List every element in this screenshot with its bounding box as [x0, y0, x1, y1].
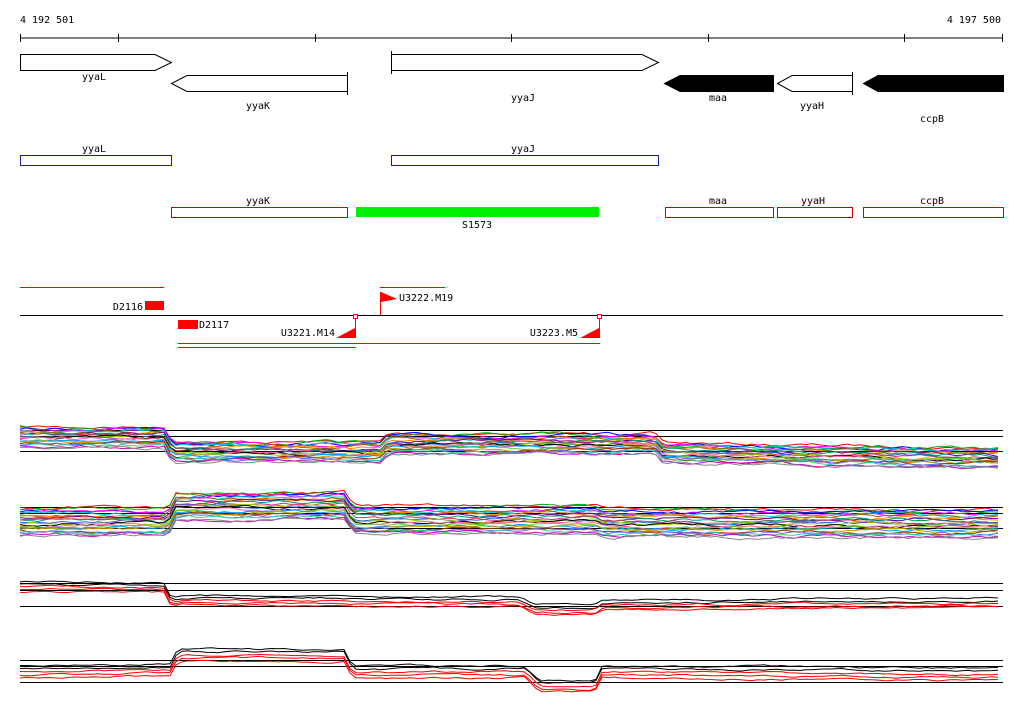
expression-trace	[19, 653, 999, 688]
expression-traces	[19, 647, 999, 693]
gene-label-yyaL: yyaL	[82, 72, 106, 83]
reverse-transcript-track: yyaK S1573 maa yyaH ccpB	[171, 196, 1004, 231]
gene-arrow-ccpB[interactable]	[862, 75, 1004, 92]
segment-cap-U3221	[353, 314, 358, 319]
gene-arrow-yyaH[interactable]	[776, 75, 853, 92]
rev-transcript-ccpB[interactable]	[863, 207, 1004, 218]
expression-trace	[19, 509, 999, 532]
gene-label-yyaH: yyaH	[800, 101, 824, 112]
expression-trace	[19, 505, 999, 529]
segment-D2117[interactable]	[178, 320, 198, 329]
segment-U3222.M19[interactable]	[381, 292, 397, 302]
gene-label-yyaK: yyaK	[246, 101, 270, 112]
expression-trace	[19, 427, 999, 453]
rev-transcript-label-maa: maa	[709, 196, 727, 207]
segment-label-U3221.M14: U3221.M14	[281, 328, 335, 339]
expression-trace	[19, 496, 999, 520]
expression-trace	[19, 445, 999, 469]
gene-arrow-yyaL[interactable]	[20, 54, 173, 71]
expression-panel-forward-multi	[19, 425, 1003, 470]
fwd-transcript-label-yyaL: yyaL	[82, 144, 106, 155]
gene-label-yyaJ: yyaJ	[511, 93, 535, 104]
expression-panel-reverse-pair	[19, 647, 1003, 693]
fwd-transcript-yyaL[interactable]	[20, 155, 172, 166]
expression-traces	[19, 580, 999, 616]
rev-transcript-yyaK[interactable]	[171, 207, 348, 218]
expression-trace	[19, 659, 999, 693]
ruler-end-label: 4 197 500	[947, 15, 1001, 26]
ruler-ticks	[20, 34, 1003, 42]
rev-transcript-label-yyaK: yyaK	[246, 196, 270, 207]
expression-trace	[19, 436, 999, 462]
expression-trace	[19, 497, 999, 521]
srna-S1573[interactable]	[356, 207, 599, 217]
expression-trace	[19, 655, 999, 692]
gene-arrow-yyaJ[interactable]	[391, 54, 660, 71]
fwd-transcript-label-yyaJ: yyaJ	[511, 144, 535, 155]
segment-label-D2117: D2117	[199, 320, 229, 331]
expression-trace	[19, 584, 999, 612]
expression-traces	[19, 425, 999, 470]
srna-label-S1573: S1573	[462, 220, 492, 231]
gene-arrow-maa[interactable]	[663, 75, 774, 92]
rev-transcript-label-ccpB: ccpB	[920, 196, 944, 207]
expression-trace	[19, 590, 999, 616]
gene-track	[20, 51, 1004, 95]
segment-U3223.M5[interactable]	[580, 328, 599, 338]
gene-label-maa: maa	[709, 93, 727, 104]
expression-trace	[19, 517, 999, 541]
gene-labels: yyaL yyaK yyaJ maa yyaH ccpB	[82, 72, 944, 125]
expression-trace	[19, 498, 998, 522]
expression-trace	[19, 580, 999, 606]
coordinate-ruler: 4 192 501 4 197 500	[20, 15, 1003, 42]
gene-arrow-yyaK[interactable]	[170, 75, 348, 92]
expression-trace	[19, 587, 999, 615]
forward-transcript-track: yyaL yyaJ	[20, 144, 659, 166]
segment-U3221.M14[interactable]	[336, 328, 355, 338]
segment-cap-U3223	[597, 314, 602, 319]
expression-trace	[19, 583, 999, 610]
fwd-transcript-yyaJ[interactable]	[391, 155, 659, 166]
expression-trace	[20, 647, 999, 682]
segment-label-U3222.M19: U3222.M19	[399, 293, 453, 304]
ruler-start-label: 4 192 501	[20, 15, 74, 26]
expression-trace	[19, 514, 999, 538]
expression-trace	[19, 507, 999, 530]
rev-transcript-yyaH[interactable]	[777, 207, 853, 218]
expression-traces	[19, 489, 999, 541]
rev-transcript-maa[interactable]	[665, 207, 774, 218]
expression-trace	[19, 650, 999, 684]
expression-trace	[19, 489, 999, 514]
gene-label-ccpB: ccpB	[920, 114, 944, 125]
segment-D2116[interactable]	[145, 301, 164, 310]
expression-trace	[19, 439, 999, 462]
expression-panel-reverse-multi	[19, 489, 1003, 541]
segment-label-U3223.M5: U3223.M5	[530, 328, 578, 339]
segment-label-D2116: D2116	[113, 302, 143, 313]
expression-panel-forward-pair	[19, 580, 1003, 616]
rev-transcript-label-yyaH: yyaH	[801, 196, 825, 207]
segment-track: D2116 D2117 U3222.M19 U3221.M14 U3223.M5	[20, 287, 1003, 348]
